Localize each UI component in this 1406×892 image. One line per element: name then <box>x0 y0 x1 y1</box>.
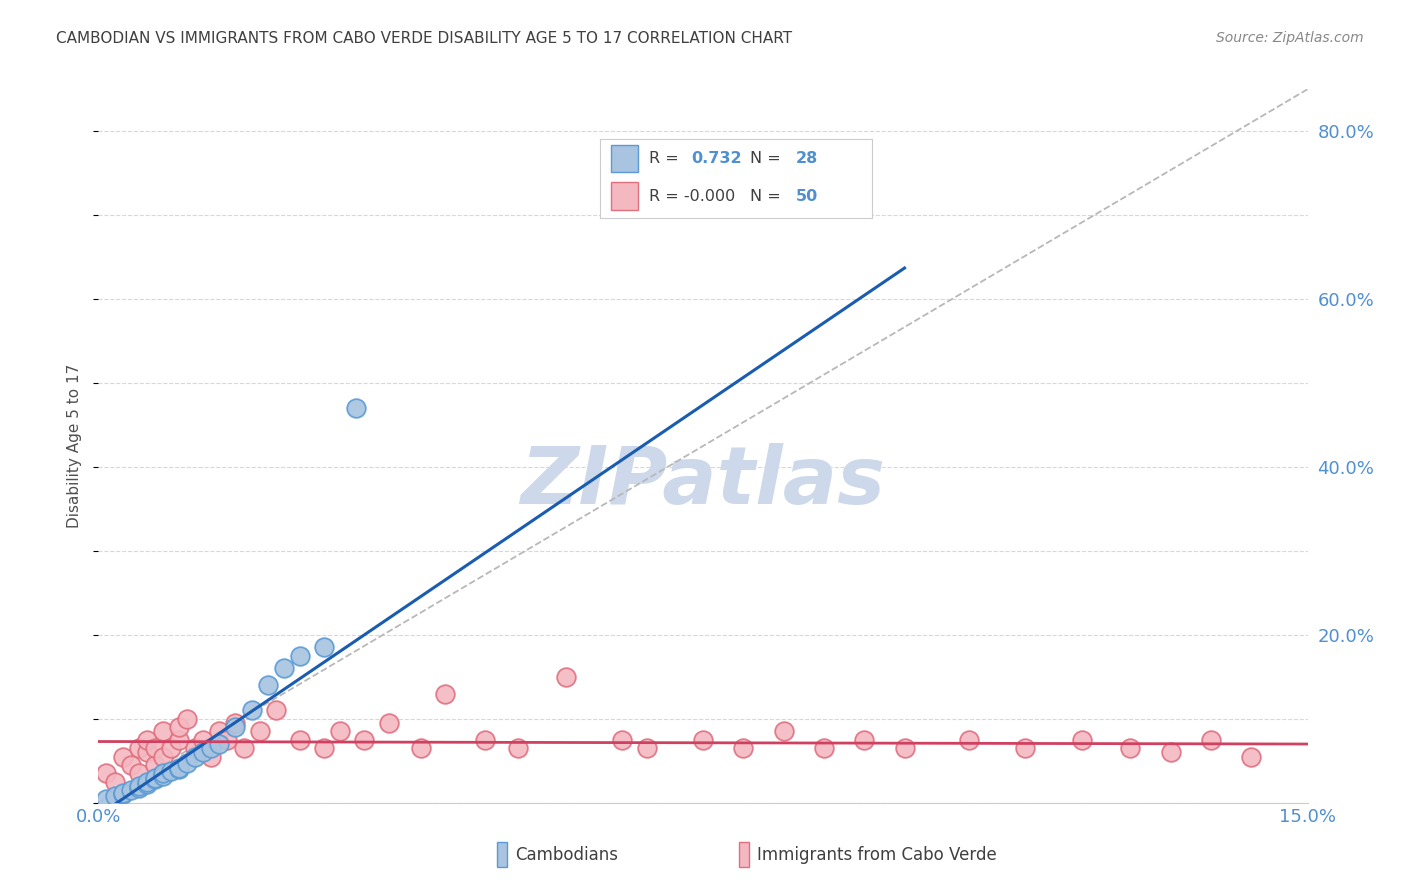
Point <box>143 741 166 756</box>
Point <box>612 732 634 747</box>
FancyBboxPatch shape <box>498 842 508 867</box>
Point <box>377 716 399 731</box>
Point <box>409 741 432 756</box>
Point <box>152 749 174 764</box>
Point <box>160 741 183 756</box>
Point <box>314 640 336 655</box>
Point <box>893 741 915 756</box>
Point <box>176 756 198 770</box>
Point <box>111 788 134 802</box>
Point <box>224 720 246 734</box>
Point <box>264 703 287 717</box>
Point <box>128 779 150 793</box>
Point <box>128 766 150 780</box>
Point <box>184 749 207 764</box>
Point <box>353 732 375 747</box>
Point <box>120 783 142 797</box>
Point <box>143 772 166 787</box>
Point <box>167 760 190 774</box>
Point <box>636 741 658 756</box>
Point <box>135 774 157 789</box>
Point <box>1014 741 1036 756</box>
Point <box>152 724 174 739</box>
Point <box>111 749 134 764</box>
Point <box>772 724 794 739</box>
Text: ZIPatlas: ZIPatlas <box>520 442 886 521</box>
Point <box>96 766 118 780</box>
Text: Source: ZipAtlas.com: Source: ZipAtlas.com <box>1216 31 1364 45</box>
Point <box>111 786 134 800</box>
Point <box>160 764 183 778</box>
Point <box>143 771 166 785</box>
Point <box>152 766 174 780</box>
Point <box>176 712 198 726</box>
Point <box>120 758 142 772</box>
Point <box>434 687 457 701</box>
Point <box>733 741 755 756</box>
Point <box>135 732 157 747</box>
FancyBboxPatch shape <box>740 842 749 867</box>
Point <box>474 732 496 747</box>
Point <box>208 724 231 739</box>
Point <box>135 746 157 760</box>
Point <box>240 703 263 717</box>
Point <box>813 741 835 756</box>
Point <box>957 732 980 747</box>
Point <box>217 732 239 747</box>
Point <box>208 737 231 751</box>
Point <box>329 724 352 739</box>
Point <box>184 741 207 756</box>
Point <box>193 732 215 747</box>
Point <box>232 741 254 756</box>
Point <box>692 732 714 747</box>
Point <box>143 758 166 772</box>
Point <box>224 716 246 731</box>
Point <box>128 741 150 756</box>
Point <box>344 401 367 416</box>
Point <box>193 746 215 760</box>
Y-axis label: Disability Age 5 to 17: Disability Age 5 to 17 <box>67 364 83 528</box>
Point <box>256 678 278 692</box>
Point <box>96 791 118 805</box>
Text: Cambodians: Cambodians <box>516 846 619 863</box>
Point <box>167 732 190 747</box>
Point <box>1240 749 1263 764</box>
Point <box>853 732 876 747</box>
Point <box>103 789 125 803</box>
Point <box>135 777 157 791</box>
Point <box>314 741 336 756</box>
Point <box>1070 732 1092 747</box>
Point <box>128 780 150 795</box>
Point <box>249 724 271 739</box>
Point <box>288 648 311 663</box>
Point <box>167 720 190 734</box>
Point <box>506 741 529 756</box>
Point <box>1119 741 1142 756</box>
Point <box>103 774 125 789</box>
Text: Immigrants from Cabo Verde: Immigrants from Cabo Verde <box>758 846 997 863</box>
Point <box>1160 746 1182 760</box>
Point <box>152 769 174 783</box>
Text: CAMBODIAN VS IMMIGRANTS FROM CABO VERDE DISABILITY AGE 5 TO 17 CORRELATION CHART: CAMBODIAN VS IMMIGRANTS FROM CABO VERDE … <box>56 31 793 46</box>
Point <box>1199 732 1222 747</box>
Point <box>200 749 222 764</box>
Point <box>555 670 578 684</box>
Point <box>288 732 311 747</box>
Point <box>167 762 190 776</box>
Point <box>200 741 222 756</box>
Point <box>273 661 295 675</box>
